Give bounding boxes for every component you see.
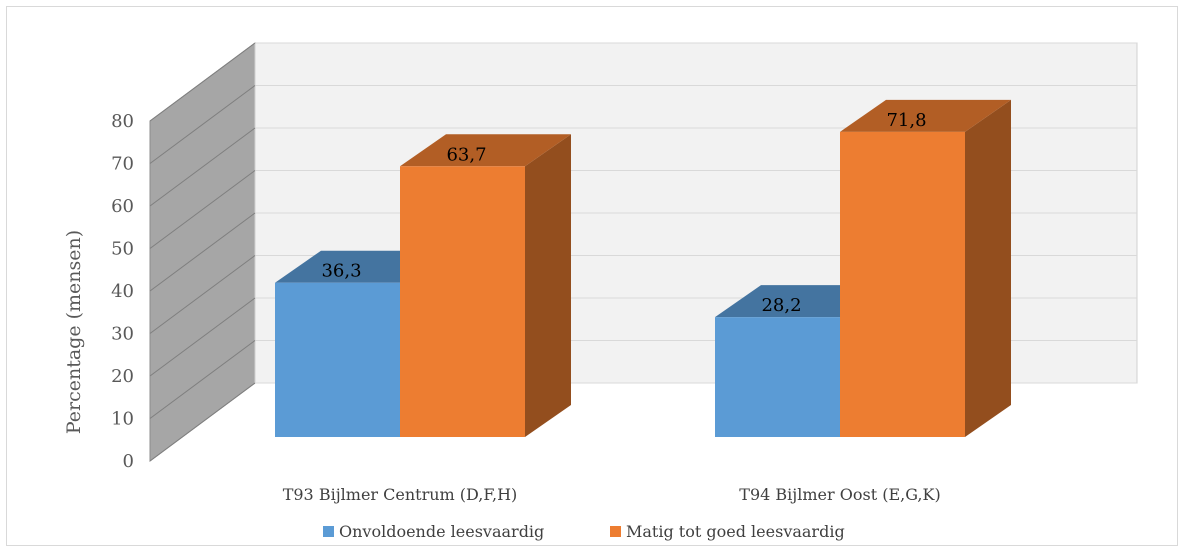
bar-top — [400, 134, 571, 167]
bar-chart: 0 10 20 30 40 50 60 70 80 Percentage (mensen) 36,3… — [63, 42, 1138, 541]
bar-top — [840, 99, 1011, 132]
data-label: 63,7 — [446, 144, 486, 165]
y-tick-label: 0 — [123, 451, 134, 472]
y-tick-label: 50 — [111, 239, 134, 260]
data-label: 28,2 — [761, 295, 801, 316]
side-gridline — [149, 127, 256, 207]
side-gridline — [149, 212, 256, 292]
y-axis-title: Percentage (mensen) — [63, 230, 85, 434]
y-tick-label: 80 — [111, 111, 134, 132]
y-tick-label: 70 — [111, 154, 134, 175]
bar — [715, 317, 840, 437]
side-gridline — [149, 297, 256, 377]
bar-side — [965, 99, 1011, 437]
bar — [400, 166, 525, 437]
legend-swatch — [610, 526, 621, 537]
side-gridline — [149, 340, 256, 419]
y-tick-label: 20 — [111, 366, 134, 387]
bar — [275, 282, 400, 437]
legend-label: Matig tot goed leesvaardig — [626, 522, 845, 541]
data-label: 71,8 — [886, 110, 926, 131]
side-gridline — [149, 255, 256, 334]
data-label: 36,3 — [321, 261, 361, 282]
x-tick-label: T93 Bijlmer Centrum (D,F,H) — [283, 485, 518, 504]
side-gridline — [149, 42, 256, 122]
y-tick-label: 40 — [111, 281, 134, 302]
y-tick-label: 30 — [111, 324, 134, 345]
y-tick-label: 10 — [111, 409, 134, 430]
side-gridline — [149, 170, 256, 249]
side-gridline — [149, 85, 256, 164]
x-tick-label: T94 Bijlmer Oost (E,G,K) — [739, 485, 940, 504]
side-gridline — [149, 382, 256, 462]
bar — [840, 131, 965, 437]
y-tick-label: 60 — [111, 196, 134, 217]
chart-frame: 0 10 20 30 40 50 60 70 80 Percentage (mensen) 36,3… — [6, 6, 1178, 546]
legend-swatch — [323, 526, 334, 537]
legend-label: Onvoldoende leesvaardig — [339, 522, 544, 541]
bar-side — [525, 134, 571, 437]
